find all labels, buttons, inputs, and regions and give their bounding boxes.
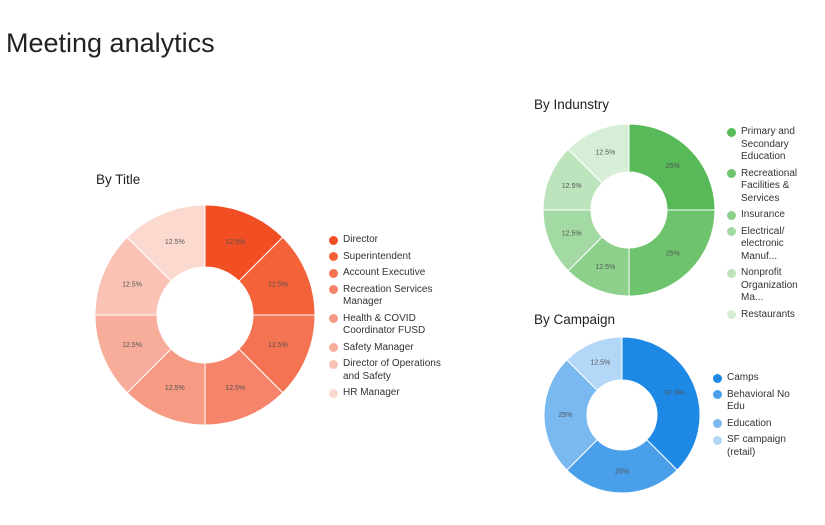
legend-label: Account Executive <box>343 267 426 278</box>
legend-item: Nonprofit Organization Ma... <box>727 267 813 305</box>
legend-swatch <box>329 268 338 278</box>
legend-item: Restaurants <box>727 309 813 322</box>
legend-swatch <box>329 343 338 352</box>
slice-label: 37.5% <box>664 390 684 397</box>
donut-slice <box>628 123 716 211</box>
legend-item: Electrical/ electronic Manuf... <box>727 226 813 264</box>
legend-item: Safety Manager <box>329 342 441 355</box>
legend-label: Electrical/ electronic Manuf... <box>741 225 785 262</box>
donut-slice <box>628 209 716 297</box>
page-title: Meeting analytics <box>6 28 215 58</box>
slice-label: 12.5% <box>562 231 582 238</box>
legend-item: Superintendent <box>329 251 441 264</box>
legend-label: Health & COVID Coordinator FUSD <box>343 312 426 337</box>
legend-label: SF campaign (retail) <box>727 434 786 458</box>
legend-swatch <box>727 169 736 178</box>
legend-item: Behavioral No Edu <box>713 389 799 414</box>
legend-swatch <box>713 373 722 383</box>
legend-swatch <box>329 359 338 369</box>
slice-label: 25% <box>666 163 680 170</box>
legend-swatch <box>727 127 736 137</box>
legend-item: HR Manager <box>329 387 441 400</box>
legend-label: Recreational Facilities & Services <box>741 167 798 204</box>
slice-label: 12.5% <box>595 264 615 271</box>
legend-swatch <box>329 314 338 323</box>
slice-label: 12.5% <box>268 282 288 289</box>
legend-swatch <box>329 285 338 294</box>
legend-item: Director <box>329 234 441 247</box>
legend-label: Restaurants <box>741 308 795 320</box>
legend-label: Recreation Services Manager <box>343 283 433 308</box>
slice-label: 12.5% <box>122 282 142 289</box>
donut-slice <box>126 204 206 282</box>
legend-label: Primary and Secondary Education <box>741 126 795 162</box>
legend-swatch <box>329 252 338 261</box>
legend-item: Education <box>713 418 799 431</box>
slice-label: 12.5% <box>225 239 245 246</box>
slice-label: 12.5% <box>122 342 142 349</box>
legend-swatch <box>713 390 722 399</box>
slice-label: 12.5% <box>165 239 185 246</box>
legend-label: Safety Manager <box>343 341 414 353</box>
legend-label: Director of Operations and Safety <box>343 358 441 382</box>
legend-swatch <box>727 210 736 220</box>
legend-item: Health & COVID Coordinator FUSD <box>329 313 441 338</box>
legend-label: Superintendent <box>343 250 411 262</box>
slice-label: 25% <box>666 251 680 258</box>
legend-item: Camps <box>713 372 799 385</box>
legend-swatch <box>713 435 722 445</box>
slice-label: 12.5% <box>595 150 615 157</box>
legend-label: Education <box>727 417 772 429</box>
legend-swatch <box>713 419 722 428</box>
chart-title: By Indunstry <box>534 97 610 112</box>
legend-swatch <box>329 235 338 245</box>
legend-label: Director <box>343 234 379 245</box>
legend: Camps Behavioral No Edu Education SF campai… <box>713 372 799 459</box>
chart-title: By Campaign <box>534 312 616 327</box>
slice-label: 25% <box>615 468 629 475</box>
legend-item: Recreational Facilities & Services <box>727 168 813 206</box>
slice-label: 12.5% <box>268 342 288 349</box>
legend-swatch <box>727 268 736 278</box>
legend: Primary and Secondary Education Recreatio… <box>727 126 813 321</box>
legend-item: SF campaign (retail) <box>713 434 799 459</box>
legend-label: Nonprofit Organization Ma... <box>741 267 798 303</box>
legend-label: HR Manager <box>343 387 400 398</box>
slice-label: 12.5% <box>225 385 245 392</box>
legend-swatch <box>727 227 736 236</box>
legend-item: Director of Operations and Safety <box>329 358 441 383</box>
legend-label: Behavioral No Edu <box>727 388 790 413</box>
chart-title: By Title <box>96 172 141 187</box>
legend-swatch <box>727 310 736 319</box>
donut-slice <box>567 123 630 184</box>
slice-label: 25% <box>558 412 572 419</box>
slice-label: 12.5% <box>165 385 185 392</box>
legend-item: Recreation Services Manager <box>329 284 441 309</box>
donut-slice <box>566 439 678 494</box>
donut-slice <box>566 336 623 391</box>
legend-item: Primary and Secondary Education <box>727 126 813 164</box>
legend-item: Account Executive <box>329 267 441 280</box>
slice-label: 12.5% <box>590 360 610 367</box>
slice-label: 12.5% <box>562 183 582 190</box>
donut-slice <box>621 336 701 471</box>
legend-label: Insurance <box>741 209 785 220</box>
legend-swatch <box>329 388 338 398</box>
legend: Director Superintendent Account Executive R… <box>329 234 441 400</box>
donut-slice <box>543 359 598 471</box>
legend-item: Insurance <box>727 209 813 222</box>
legend-label: Camps <box>727 372 759 383</box>
